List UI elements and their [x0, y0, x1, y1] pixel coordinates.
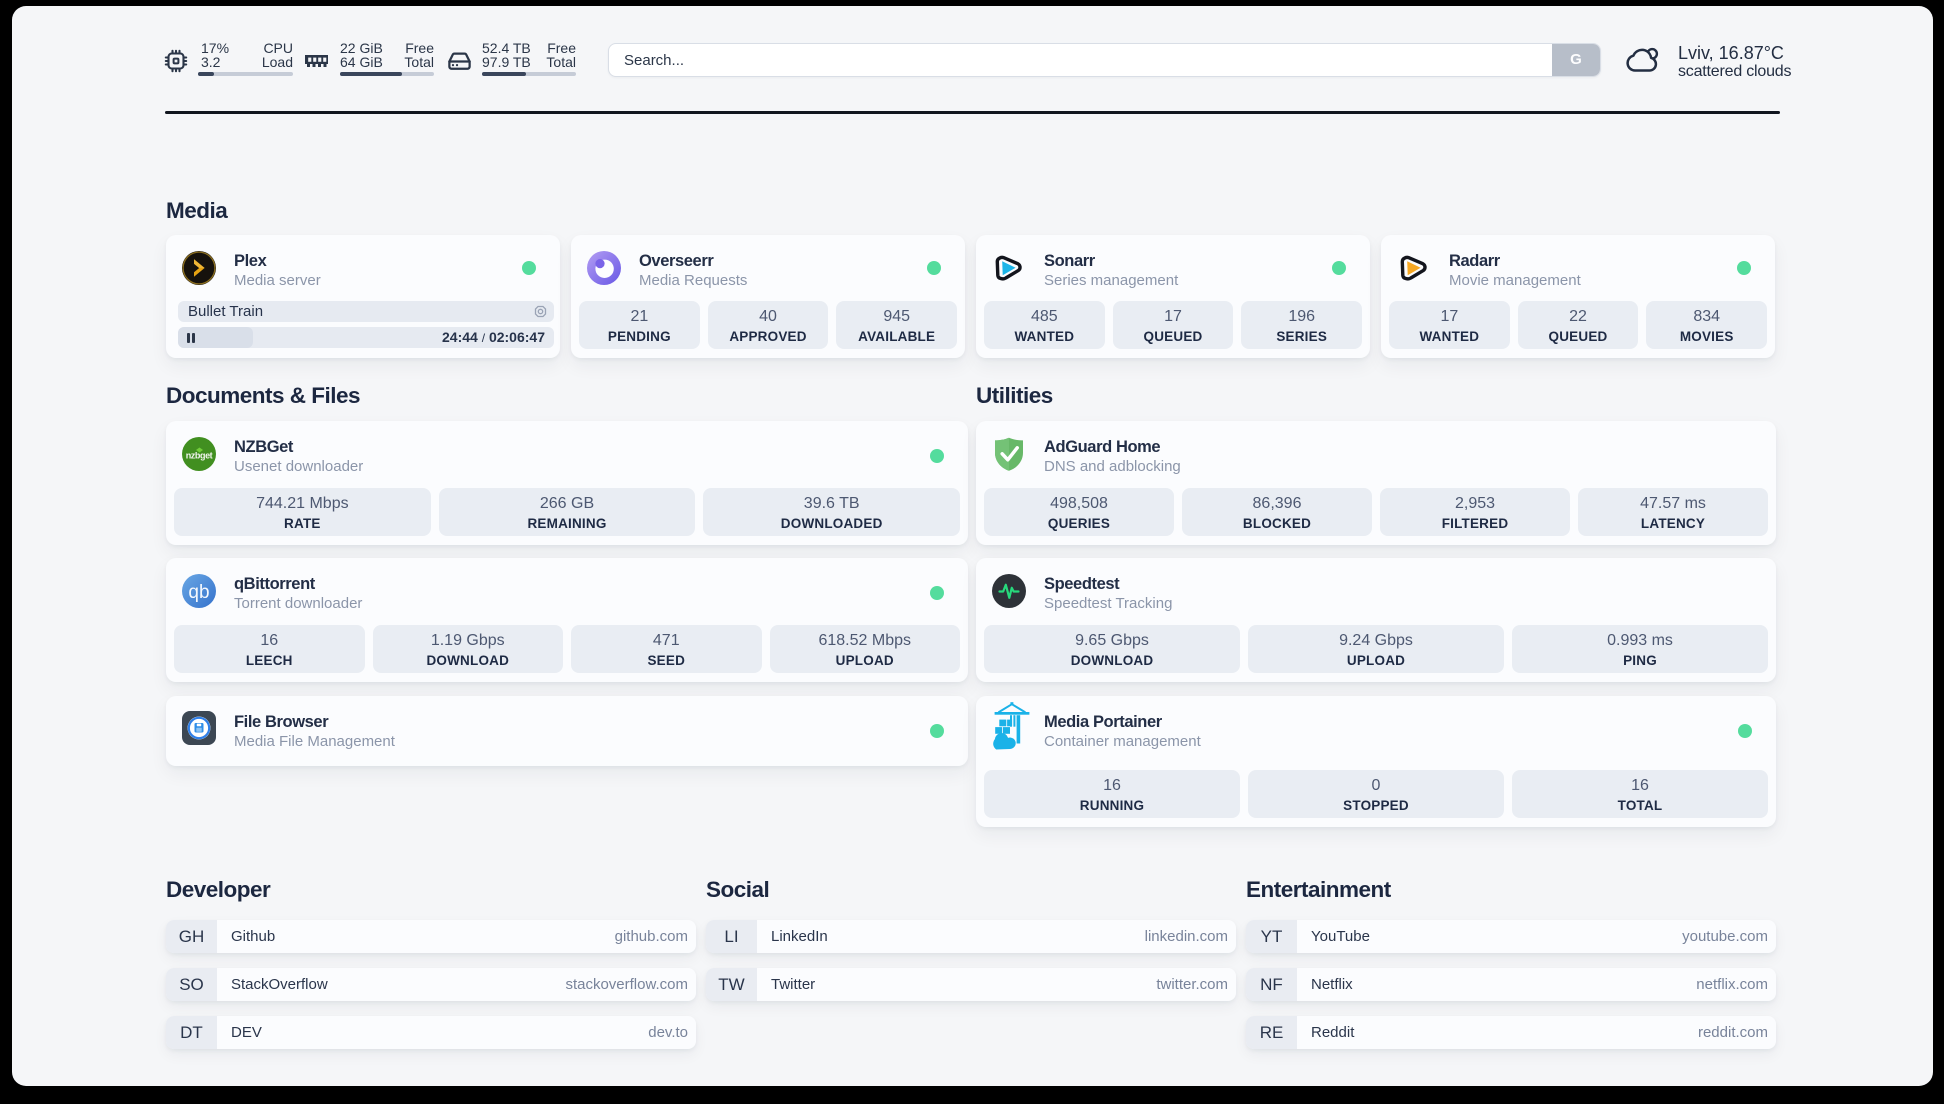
svg-text:qb: qb: [188, 582, 209, 603]
svg-text:nzbget: nzbget: [186, 451, 213, 461]
